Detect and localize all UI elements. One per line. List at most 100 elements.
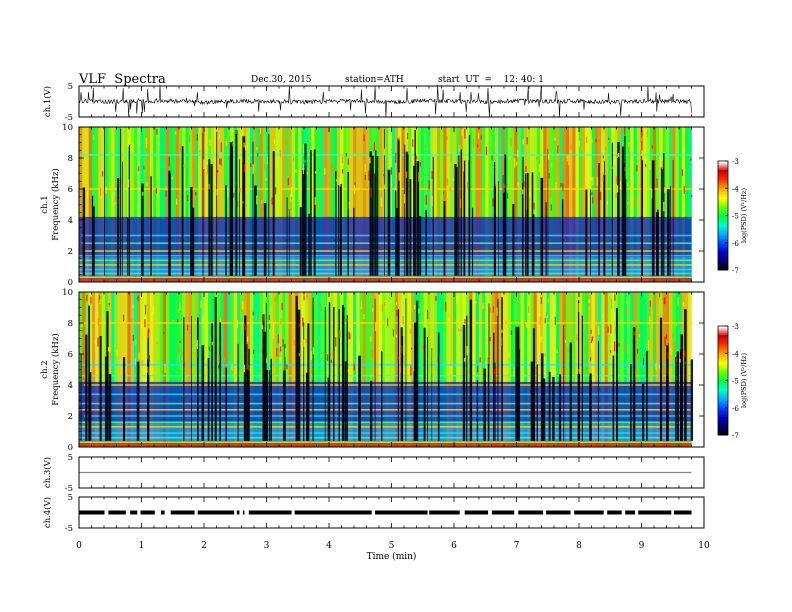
ch1-spectrogram-colorbar-cell	[718, 208, 728, 211]
ch2-spectrogram-texture	[533, 292, 538, 447]
ch1-spectrogram-colorbar-cell	[718, 179, 728, 182]
ch2-spectrogram-speckle	[505, 321, 507, 325]
ch1-spectrogram-texture	[298, 127, 302, 282]
ch1-spectrogram-speckle	[507, 193, 509, 199]
ch2-spectrogram-texture	[565, 292, 570, 447]
ch2-spectrogram-texture	[527, 292, 531, 447]
ch2-spectrogram-speckle	[399, 366, 401, 374]
ch1-spectrogram-texture	[591, 127, 596, 282]
ch1-spectrogram-texture	[124, 127, 128, 282]
ch1-spectrogram-texture	[162, 127, 167, 282]
ch1-spectrogram-texture	[465, 127, 470, 282]
ch1-spectrogram-texture	[636, 127, 641, 282]
ch1-spectrogram-dropout	[335, 171, 337, 276]
ch2-spectrogram-dropout	[369, 380, 373, 441]
ch1-spectrogram-speckle	[285, 141, 287, 145]
ch1-spectrogram-speckle	[225, 138, 227, 146]
ch2-spectrogram-speckle	[248, 365, 250, 371]
ch2-spectrogram-speckle	[330, 359, 333, 363]
ch1-spectrogram-colorbar-tick-label: -5	[732, 213, 739, 221]
ch2-spectrogram-speckle	[370, 336, 372, 342]
ch2-spectrogram-speckle	[457, 327, 460, 332]
ch1-spectrogram-dropout	[313, 149, 316, 276]
ch2-spectrogram-texture	[91, 292, 96, 447]
ch1-spectrogram-texture	[217, 127, 222, 282]
ch1-spectrogram-dropout	[384, 128, 385, 276]
ch1-spectrogram-colorbar-cell	[718, 251, 728, 255]
background-layer	[78, 84, 694, 515]
ch2-spectrogram-speckle	[208, 346, 210, 351]
ch1-spectrogram-texture	[572, 127, 576, 282]
ch1-spectrogram-speckle	[242, 201, 244, 204]
ch2-spectrogram-texture	[627, 292, 631, 447]
ch2-spectrogram-speckle	[326, 354, 329, 361]
ch2-spectrogram-speckle	[243, 323, 246, 327]
ch2-spectrogram-dropout	[269, 370, 271, 441]
ch2-spectrogram-speckle	[108, 303, 110, 306]
ch1-spectrogram-speckle	[146, 182, 148, 186]
ch1-spectrogram-tone-line	[79, 242, 692, 245]
ch2-spectrogram-dropout	[680, 334, 684, 441]
ch2-spectrogram-dropout	[328, 302, 331, 441]
ch1-spectrogram-speckle	[431, 196, 433, 207]
ch2-spectrogram-texture	[156, 292, 160, 447]
ch1-spectrogram-speckle	[514, 157, 516, 168]
ch2-spectrogram-colorbar-cell	[718, 375, 728, 378]
ch1-spectrogram-speckle	[259, 127, 262, 135]
ch1-spectrogram-speckle	[302, 144, 305, 154]
date-label: Dec.30, 2015	[251, 75, 312, 85]
ch1-spectrogram-speckle	[220, 142, 222, 152]
ch1-spectrogram-texture	[627, 127, 631, 282]
ch2-spectrogram-speckle	[163, 332, 165, 335]
ch1-spectrogram-speckle	[517, 149, 519, 158]
ch1-spectrogram-dropout	[104, 127, 105, 276]
ch1-spectrogram-speckle	[566, 155, 568, 162]
ch1-spectrogram-dropout	[533, 214, 535, 276]
ch1-spectrogram-speckle	[108, 182, 111, 187]
ch2-spectrogram-speckle	[223, 357, 226, 363]
ch2-spectrogram-dc-band	[79, 443, 692, 447]
ch1-spectrogram-speckle	[602, 155, 604, 159]
ch2-spectrogram-speckle	[546, 314, 549, 319]
ch1-spectrogram-dropout	[502, 175, 504, 276]
ch2-spectrogram-dropout	[246, 344, 248, 441]
ch1-spectrogram-speckle	[165, 186, 167, 191]
ch2-spectrogram-texture	[575, 292, 580, 447]
ch2-spectrogram-dropout	[338, 308, 340, 441]
ch2-spectrogram-speckle	[255, 316, 257, 319]
ch2-spectrogram-dropout	[237, 343, 239, 441]
ch1-spectrogram-colorbar-cell	[718, 191, 728, 195]
ch2-spectrogram-speckle	[348, 331, 350, 340]
ch1-spectrogram-speckle	[273, 139, 276, 144]
ch1-spectrogram-texture	[256, 127, 260, 282]
ch2-spectrogram-speckle	[479, 357, 481, 363]
ch2-spectrogram-dropout	[207, 358, 210, 441]
ch2-spectrogram-speckle	[187, 324, 189, 331]
ch2-spectrogram-image	[79, 292, 694, 447]
ch1-spectrogram-speckle	[252, 164, 254, 174]
ch2-spectrogram-speckle	[263, 328, 265, 332]
ch2-spectrogram-texture	[420, 292, 425, 447]
ch2-spectrogram-speckle	[177, 347, 179, 353]
ch1-spectrogram-dropout	[252, 141, 254, 276]
ch1-spectrogram-dropout	[522, 183, 523, 276]
ch1-spectrogram-colorbar-cell	[718, 268, 728, 271]
ch1-spectrogram-colorbar-cell	[718, 239, 728, 242]
ch1-spectrogram-texture	[565, 127, 570, 282]
ch1-spectrogram-speckle	[596, 177, 598, 186]
ch1-spectrogram-dropout	[494, 173, 495, 276]
ch1-spectrogram-dropout	[624, 135, 626, 276]
ch2-spectrogram-dropout	[414, 344, 416, 441]
ch2-spectrogram-speckle	[547, 298, 549, 303]
ch1-spectrogram-speckle	[529, 191, 531, 198]
ch1-spectrogram-speckle	[134, 180, 136, 184]
ch2-spectrogram-texture	[211, 292, 215, 447]
ch2-spectrogram-speckle	[590, 357, 592, 361]
ch1-spectrogram-speckle	[634, 198, 636, 207]
ch2-spectrogram-speckle	[128, 366, 130, 372]
ch1-spectrogram-speckle	[522, 189, 524, 195]
ch1-spectrogram-texture	[191, 127, 196, 282]
ch1-spectrogram-speckle	[477, 144, 479, 148]
ch1-spectrogram-colorbar-cell	[718, 220, 728, 224]
x-tick-label: 5	[389, 541, 395, 551]
